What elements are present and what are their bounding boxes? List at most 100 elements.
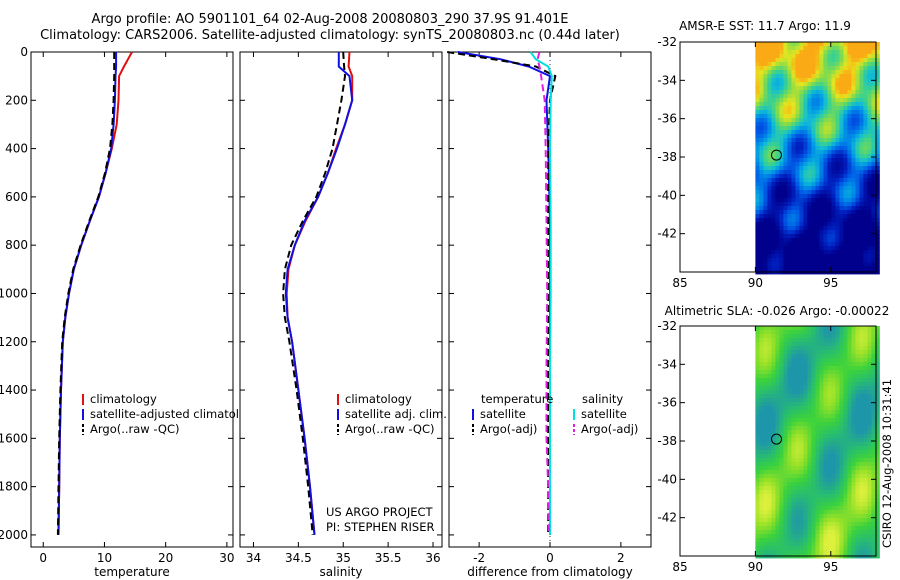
map-cell (847, 438, 852, 443)
map-cell (851, 78, 856, 83)
map-cell (815, 542, 820, 547)
map-cell (855, 326, 860, 331)
map-cell (831, 154, 836, 159)
map-cell (783, 430, 788, 435)
map-cell (827, 134, 832, 139)
map-cell (771, 218, 776, 223)
map-cell (759, 402, 764, 407)
map-cell (755, 142, 760, 147)
map-cell (771, 426, 776, 431)
map-cell (871, 70, 876, 75)
map-cell (863, 462, 868, 467)
map-cell (839, 478, 844, 483)
map-cell (815, 414, 820, 419)
map-cell (859, 230, 864, 235)
map-cell (875, 42, 880, 47)
map-cell (867, 526, 872, 531)
map-cell (851, 66, 856, 71)
map-cell (767, 338, 772, 343)
map-cell (807, 118, 812, 123)
map-cell (859, 86, 864, 91)
map-cell (787, 114, 792, 119)
map-cell (827, 538, 832, 543)
map-cell (851, 438, 856, 443)
map-cell (843, 534, 848, 539)
map-cell (823, 66, 828, 71)
map-cell (819, 334, 824, 339)
map-cell (763, 498, 768, 503)
map-cell (855, 194, 860, 199)
map-cell (855, 74, 860, 79)
map-cell (799, 422, 804, 427)
map-cell (835, 386, 840, 391)
map-cell (835, 454, 840, 459)
map-cell (867, 242, 872, 247)
map-cell (795, 158, 800, 163)
map-cell (867, 502, 872, 507)
map-cell (795, 386, 800, 391)
map-cell (867, 542, 872, 547)
map-cell (807, 170, 812, 175)
map-cell (767, 426, 772, 431)
map-cell (807, 498, 812, 503)
legend-item: satellite (581, 407, 627, 421)
map-cell (843, 330, 848, 335)
map-cell (815, 90, 820, 95)
map-cell (875, 58, 880, 63)
map-cell (815, 114, 820, 119)
map-cell (799, 82, 804, 87)
map-cell (771, 326, 776, 331)
map-cell (803, 250, 808, 255)
map-cell (863, 534, 868, 539)
map-cell (875, 242, 880, 247)
map-cell (755, 410, 760, 415)
map-cell (771, 530, 776, 535)
map-cell (787, 418, 792, 423)
map-cell (755, 386, 760, 391)
map-cell (759, 346, 764, 351)
map-cell (863, 482, 868, 487)
map-cell (787, 166, 792, 171)
map-cell (827, 426, 832, 431)
map-cell (775, 90, 780, 95)
map-cell (767, 478, 772, 483)
map-cell (811, 130, 816, 135)
map-cell (783, 82, 788, 87)
map-cell (875, 190, 880, 195)
map-cell (835, 142, 840, 147)
map-cell (835, 434, 840, 439)
map-cell (831, 398, 836, 403)
map-cell (799, 394, 804, 399)
map-cell (855, 90, 860, 95)
map-cell (863, 530, 868, 535)
map-cell (775, 354, 780, 359)
map-cell (795, 150, 800, 155)
map-cell (827, 194, 832, 199)
map-cell (859, 94, 864, 99)
map-cell (783, 450, 788, 455)
map-cell (843, 542, 848, 547)
map-cell (835, 138, 840, 143)
map-cell (823, 234, 828, 239)
map-cell (819, 330, 824, 335)
map-cell (843, 350, 848, 355)
map-cell (795, 418, 800, 423)
map-cell (871, 414, 876, 419)
map-cell (827, 170, 832, 175)
map-cell (767, 138, 772, 143)
map-cell (771, 510, 776, 515)
map-cell (823, 346, 828, 351)
map-cell (775, 242, 780, 247)
map-cell (859, 402, 864, 407)
map-cell (759, 50, 764, 55)
map-cell (847, 330, 852, 335)
map-cell (855, 114, 860, 119)
map-cell (855, 474, 860, 479)
map-cell (855, 338, 860, 343)
map-cell (839, 198, 844, 203)
sst-map-title: AMSR-E SST: 11.7 Argo: 11.9 (679, 19, 851, 33)
map-cell (871, 406, 876, 411)
map-cell (807, 258, 812, 263)
map-cell (771, 498, 776, 503)
map-cell (783, 178, 788, 183)
